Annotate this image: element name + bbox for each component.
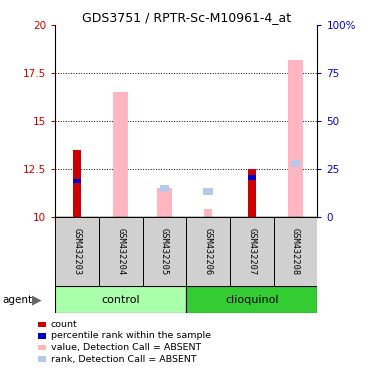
- Bar: [142, 217, 186, 286]
- Bar: [99, 217, 142, 286]
- Bar: [248, 175, 256, 180]
- Text: count: count: [51, 320, 78, 329]
- Title: GDS3751 / RPTR-Sc-M10961-4_at: GDS3751 / RPTR-Sc-M10961-4_at: [82, 11, 291, 24]
- Text: agent: agent: [2, 295, 32, 305]
- Text: GSM432205: GSM432205: [160, 228, 169, 275]
- Text: clioquinol: clioquinol: [225, 295, 279, 305]
- Bar: [203, 188, 213, 195]
- Bar: [157, 188, 172, 217]
- Text: GSM432208: GSM432208: [291, 228, 300, 275]
- Bar: [274, 217, 317, 286]
- Bar: [73, 150, 81, 217]
- Bar: [230, 217, 274, 286]
- Bar: [288, 60, 303, 217]
- Text: percentile rank within the sample: percentile rank within the sample: [51, 331, 211, 341]
- Bar: [186, 217, 230, 286]
- Bar: [186, 286, 317, 313]
- Text: GSM432207: GSM432207: [247, 228, 256, 275]
- Bar: [248, 169, 256, 217]
- Text: GSM432204: GSM432204: [116, 228, 125, 275]
- Text: value, Detection Call = ABSENT: value, Detection Call = ABSENT: [51, 343, 201, 352]
- Text: GSM432203: GSM432203: [73, 228, 81, 275]
- Text: rank, Detection Call = ABSENT: rank, Detection Call = ABSENT: [51, 354, 196, 364]
- Text: ▶: ▶: [32, 293, 42, 306]
- Bar: [73, 179, 81, 184]
- Bar: [160, 185, 169, 192]
- Bar: [204, 209, 212, 217]
- Bar: [55, 217, 99, 286]
- Bar: [291, 161, 300, 167]
- Text: GSM432206: GSM432206: [204, 228, 212, 275]
- Bar: [55, 286, 186, 313]
- Text: control: control: [101, 295, 140, 305]
- Bar: [113, 92, 128, 217]
